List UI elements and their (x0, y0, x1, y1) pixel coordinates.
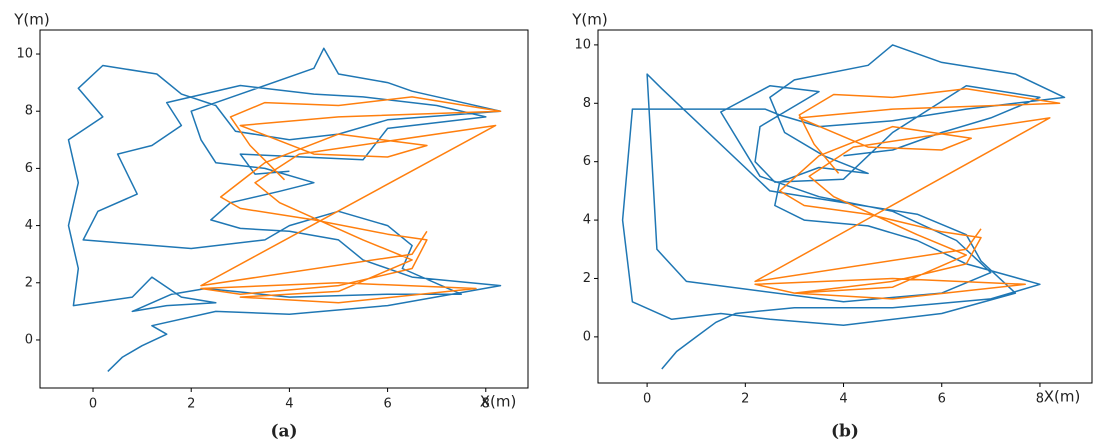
caption: (b) (831, 422, 859, 442)
y-tick-label: 0 (25, 332, 33, 347)
x-tick-label: 4 (285, 397, 293, 412)
y-tick-label: 4 (25, 218, 33, 233)
plot-frame (39, 29, 529, 389)
x-tick-label: 4 (839, 392, 847, 407)
trajectory (754, 87, 1061, 300)
y-tick-label: 2 (25, 275, 33, 290)
trajectory (67, 47, 502, 372)
x-tick-label: 8 (1036, 392, 1044, 407)
caption: (a) (270, 422, 297, 442)
x-tick-label: 6 (383, 397, 391, 412)
y-tick-label: 0 (583, 329, 591, 344)
y-tick-label: 10 (574, 37, 591, 52)
y-tick-label: 2 (583, 271, 591, 286)
y-tick-label: 6 (583, 154, 591, 169)
y-tick-label: 8 (25, 104, 33, 119)
y-tick-label: 4 (583, 213, 591, 228)
y-axis-label: Y(m) (13, 11, 49, 29)
trajectory (621, 44, 1066, 370)
y-tick-label: 10 (16, 47, 33, 62)
x-tick-label: 2 (741, 392, 749, 407)
y-tick-label: 6 (25, 161, 33, 176)
plot-frame (597, 29, 1093, 384)
x-axis-label: X(m) (480, 393, 517, 411)
y-tick-label: 8 (583, 96, 591, 111)
trajectory (200, 96, 502, 304)
x-tick-label: 6 (938, 392, 946, 407)
x-tick-label: 2 (187, 397, 195, 412)
x-tick-label: 0 (643, 392, 651, 407)
y-axis-label: Y(m) (571, 11, 607, 29)
x-axis-label: X(m) (1044, 388, 1081, 406)
x-tick-label: 8 (482, 397, 490, 412)
x-tick-label: 0 (89, 397, 97, 412)
